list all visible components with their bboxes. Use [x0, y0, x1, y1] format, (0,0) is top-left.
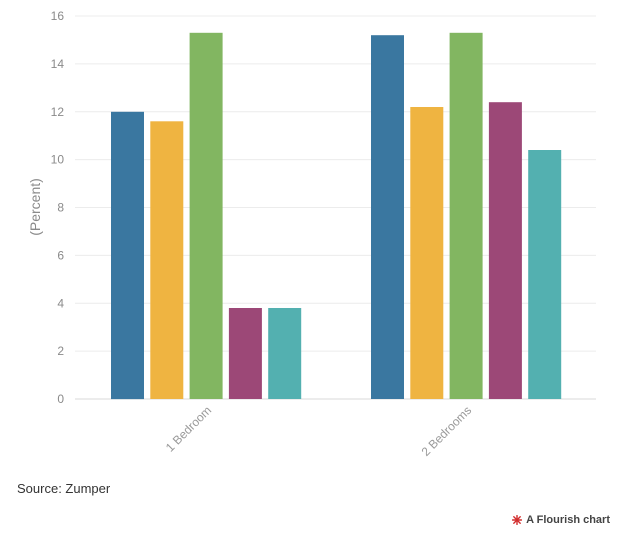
- flourish-logo-icon: [512, 515, 523, 525]
- x-axis-labels: 1 Bedroom 2 Bedrooms: [163, 403, 474, 459]
- y-tick-label: 6: [57, 248, 64, 262]
- y-tick-label: 4: [57, 296, 64, 310]
- bar-chart: 0 2 4 6 8 10 12 14 16 1 Bedroom 2 Bedrooms (Perce…: [27, 9, 596, 459]
- y-tick-label: 16: [51, 9, 65, 23]
- bar[interactable]: [371, 35, 404, 399]
- bars: [111, 32, 562, 400]
- bar[interactable]: [150, 121, 184, 400]
- bar[interactable]: [410, 107, 444, 399]
- bar[interactable]: [268, 308, 302, 399]
- y-tick-label: 8: [57, 201, 64, 215]
- y-tick-label: 10: [51, 153, 65, 167]
- flourish-credit-link[interactable]: A Flourish chart: [512, 514, 610, 526]
- y-axis-label: (Percent): [27, 178, 43, 236]
- bar[interactable]: [449, 32, 483, 400]
- flourish-credit-text: A Flourish chart: [526, 514, 610, 526]
- x-tick-label: 1 Bedroom: [163, 403, 214, 454]
- y-tick-label: 14: [51, 57, 65, 71]
- x-tick-label: 2 Bedrooms: [419, 403, 475, 459]
- bar[interactable]: [228, 308, 262, 399]
- bar[interactable]: [189, 32, 223, 400]
- bar[interactable]: [111, 111, 144, 400]
- source-note: Source: Zumper: [17, 481, 111, 496]
- y-tick-label: 2: [57, 344, 64, 358]
- y-axis-ticks: 0 2 4 6 8 10 12 14 16: [51, 9, 65, 406]
- bar[interactable]: [528, 150, 562, 399]
- y-tick-label: 12: [51, 105, 65, 119]
- bar[interactable]: [488, 102, 522, 399]
- y-tick-label: 0: [57, 392, 64, 406]
